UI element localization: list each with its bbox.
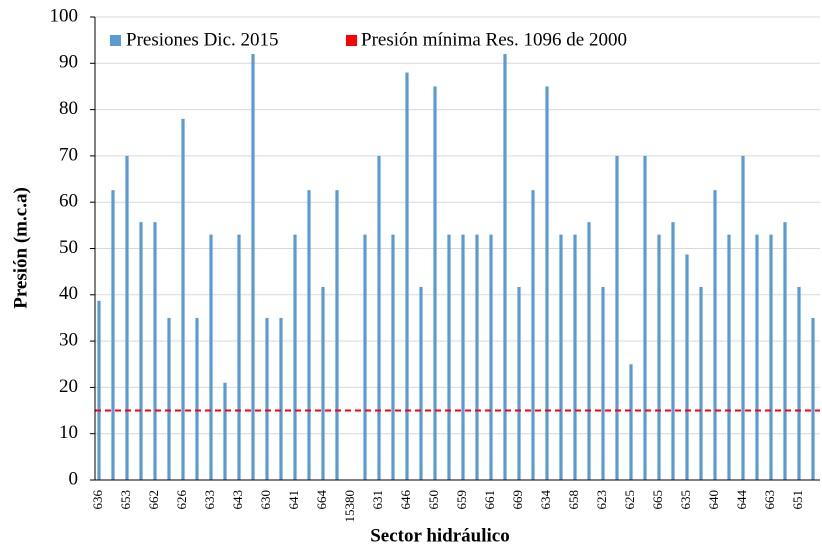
bar [195,317,199,480]
bar [727,234,731,480]
legend-swatch [110,35,121,46]
y-tick-label: 0 [69,468,79,489]
x-tick-label: 634 [538,490,553,510]
y-tick-label: 40 [59,283,78,304]
y-axis-label: Presión (m.c.a) [10,187,31,309]
bar [783,222,787,480]
y-tick-label: 30 [59,329,78,350]
x-axis-label: Sector hidráulico [370,525,510,546]
y-tick-label: 20 [59,376,78,397]
x-tick-label: 664 [314,490,329,510]
bar [321,286,325,480]
y-tick-label: 50 [59,237,78,258]
bar [685,254,689,480]
x-tick-label: 659 [454,490,469,510]
bar [797,286,801,480]
y-tick-label: 60 [59,191,78,212]
bar [419,286,423,480]
x-tick-label: 662 [146,490,161,510]
x-tick-label: 658 [566,490,581,510]
x-tick-label: 641 [286,490,301,510]
bar [559,234,563,480]
bar [181,118,185,481]
bar [363,234,367,480]
bar [615,155,619,480]
y-tick-label: 100 [50,5,79,26]
bar [279,317,283,480]
x-tick-label: 630 [258,490,273,510]
bar [475,234,479,480]
bar [293,234,297,480]
bar [209,234,213,480]
bar [587,222,591,480]
bar [769,234,773,480]
x-tick-label: 625 [622,490,637,510]
x-tick-label: 15380 [342,490,357,523]
x-tick-label: 651 [790,490,805,510]
x-tick-label: 631 [370,490,385,510]
bar [657,234,661,480]
bar [755,234,759,480]
bar [335,190,339,481]
legend-swatch [346,35,357,46]
x-tick-label: 626 [174,490,189,510]
x-tick-label: 663 [762,490,777,510]
x-tick-label: 633 [202,490,217,510]
x-tick-label: 665 [650,490,665,510]
bar [391,234,395,480]
bar [265,317,269,480]
bar [461,234,465,480]
bar [111,190,115,481]
legend-label: Presiones Dic. 2015 [126,29,279,50]
bar [489,234,493,480]
x-tick-label: 644 [734,490,749,510]
x-tick-label: 635 [678,490,693,510]
x-tick-label: 646 [398,490,413,510]
bar [811,317,815,480]
bar [671,222,675,480]
x-tick-label: 623 [594,490,609,510]
bar [433,86,437,480]
y-tick-label: 80 [59,98,78,119]
x-tick-label: 640 [706,490,721,510]
bar [377,155,381,480]
bar [699,286,703,480]
bar [545,86,549,480]
bar [405,72,409,480]
bar [713,190,717,481]
bar [503,54,507,480]
x-tick-label: 643 [230,490,245,510]
legend-label: Presión mínima Res. 1096 de 2000 [361,29,627,50]
x-tick-label: 669 [510,490,525,510]
x-tick-label: 636 [90,490,105,510]
y-tick-label: 10 [59,422,78,443]
bar [167,317,171,480]
bar [629,364,633,480]
bar [153,222,157,480]
bar [517,286,521,480]
x-tick-label: 661 [482,490,497,510]
bar [643,155,647,480]
bar [531,190,535,481]
bar [251,54,255,480]
bar [741,155,745,480]
bar [125,155,129,480]
bar [237,234,241,480]
y-tick-label: 70 [59,144,78,165]
bar [223,382,227,480]
y-tick-label: 90 [59,52,78,73]
bar [447,234,451,480]
bar [307,190,311,481]
x-tick-label: 653 [118,490,133,510]
x-tick-label: 650 [426,490,441,510]
bar [139,222,143,480]
bar [601,286,605,480]
bar [573,234,577,480]
bar [97,300,101,480]
